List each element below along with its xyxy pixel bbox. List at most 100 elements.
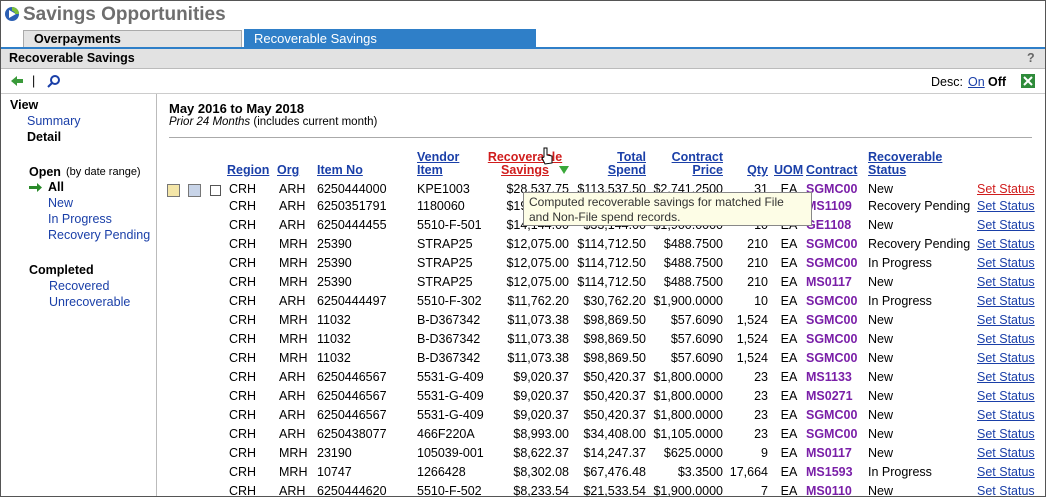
- nav-link[interactable]: Recovery Pending: [48, 228, 150, 242]
- cell: $8,302.08: [481, 465, 569, 480]
- cell: ARH: [279, 427, 317, 442]
- cell: 5531-G-409: [417, 389, 479, 404]
- set-status-link[interactable]: Set Status: [977, 389, 1035, 404]
- cell: New: [868, 275, 968, 290]
- nav-link[interactable]: New: [48, 196, 73, 210]
- column-header[interactable]: Vendor Item: [417, 149, 472, 177]
- cell: CRH: [229, 199, 277, 214]
- cell: CRH: [229, 465, 277, 480]
- cell: 466F220A: [417, 427, 479, 442]
- row-icon[interactable]: [167, 184, 180, 197]
- desc-off[interactable]: Off: [988, 75, 1006, 89]
- view-title: View: [10, 98, 38, 112]
- cell: SGMC00: [806, 332, 866, 347]
- set-status-link[interactable]: Set Status: [977, 408, 1035, 423]
- nav-current[interactable]: All: [48, 180, 64, 194]
- cell: EA: [774, 275, 804, 290]
- cell: $30,762.20: [576, 294, 646, 309]
- tooltip: Computed recoverable savings for matched…: [523, 192, 812, 226]
- nav-current[interactable]: Detail: [27, 130, 61, 144]
- set-status-link[interactable]: Set Status: [977, 446, 1035, 461]
- column-header[interactable]: Contract: [806, 149, 866, 177]
- set-status-link[interactable]: Set Status: [977, 484, 1035, 497]
- set-status-link[interactable]: Set Status: [977, 275, 1035, 290]
- cell: $488.7500: [651, 237, 723, 252]
- cell: $1,800.0000: [651, 389, 723, 404]
- cell: 23: [728, 408, 768, 423]
- set-status-link[interactable]: Set Status: [977, 370, 1035, 385]
- set-status-link[interactable]: Set Status: [977, 294, 1035, 309]
- nav-link[interactable]: Unrecoverable: [49, 295, 130, 309]
- tab[interactable]: Overpayments: [23, 30, 242, 47]
- column-header[interactable]: Recoverable Status: [868, 149, 953, 177]
- cell: 5510-F-502: [417, 484, 479, 497]
- excel-icon[interactable]: [1020, 73, 1036, 89]
- set-status-link[interactable]: Set Status: [977, 427, 1035, 442]
- tab-active[interactable]: Recoverable Savings: [244, 29, 536, 48]
- open-title: Open: [29, 165, 61, 179]
- cell: $9,020.37: [481, 389, 569, 404]
- cell: SGMC00: [806, 427, 866, 442]
- set-status-link[interactable]: Set Status: [977, 199, 1035, 214]
- cell: $67,476.48: [576, 465, 646, 480]
- set-status-link[interactable]: Set Status: [977, 256, 1035, 271]
- desc-on[interactable]: On: [968, 75, 985, 89]
- cell: SGMC00: [806, 351, 866, 366]
- cell: $12,075.00: [481, 237, 569, 252]
- set-status-link[interactable]: Set Status: [977, 218, 1035, 233]
- cell: 210: [728, 256, 768, 271]
- cell: $8,622.37: [481, 446, 569, 461]
- cell: In Progress: [868, 256, 968, 271]
- expand-toggle[interactable]: [210, 185, 221, 196]
- column-header[interactable]: Region: [227, 149, 277, 177]
- cell: 5510-F-302: [417, 294, 479, 309]
- set-status-link[interactable]: Set Status: [977, 351, 1035, 366]
- refresh-icon[interactable]: [9, 74, 25, 88]
- cell: In Progress: [868, 465, 968, 480]
- set-status-link[interactable]: Set Status: [977, 313, 1035, 328]
- cell: CRH: [229, 408, 277, 423]
- cell: SGMC00: [806, 313, 866, 328]
- nav-link[interactable]: Summary: [27, 114, 80, 128]
- cell: 17,664: [728, 465, 768, 480]
- column-header[interactable]: Org: [277, 149, 307, 177]
- column-header[interactable]: Recoverable Savings: [481, 149, 569, 177]
- cell: $8,233.54: [481, 484, 569, 497]
- cell: CRH: [229, 294, 277, 309]
- cell: New: [868, 351, 968, 366]
- cell: $1,900.0000: [651, 484, 723, 497]
- column-header[interactable]: UOM: [774, 149, 804, 177]
- set-status-link[interactable]: Set Status: [977, 332, 1035, 347]
- column-header[interactable]: Total Spend: [576, 149, 646, 177]
- set-status-link[interactable]: Set Status: [977, 182, 1035, 197]
- cell: 9: [728, 446, 768, 461]
- cell: $11,073.38: [481, 313, 569, 328]
- cell: MS0117: [806, 275, 866, 290]
- column-header[interactable]: Qty: [728, 149, 768, 177]
- cell: CRH: [229, 275, 277, 290]
- cell: 11032: [317, 332, 413, 347]
- cell: $57.6090: [651, 332, 723, 347]
- cell: $488.7500: [651, 275, 723, 290]
- cell: EA: [774, 294, 804, 309]
- toolbar: | Desc: On Off: [1, 69, 1046, 94]
- cell: STRAP25: [417, 237, 479, 252]
- cell: 23: [728, 389, 768, 404]
- set-status-link[interactable]: Set Status: [977, 465, 1035, 480]
- column-header[interactable]: Item No: [317, 149, 387, 177]
- cell: CRH: [229, 237, 277, 252]
- cell: New: [868, 218, 968, 233]
- cell: MS1109: [806, 199, 866, 214]
- help[interactable]: ?: [1027, 51, 1035, 65]
- nav-link[interactable]: Recovered: [49, 279, 109, 293]
- cell: 6250446567: [317, 408, 413, 423]
- set-status-link[interactable]: Set Status: [977, 237, 1035, 252]
- search-icon[interactable]: [47, 74, 61, 88]
- cell: 5531-G-409: [417, 370, 479, 385]
- nav-link[interactable]: In Progress: [48, 212, 112, 226]
- cell: 6250446567: [317, 370, 413, 385]
- cell: $50,420.37: [576, 370, 646, 385]
- column-header[interactable]: Contract Price: [651, 149, 723, 177]
- row-icon[interactable]: [188, 184, 201, 197]
